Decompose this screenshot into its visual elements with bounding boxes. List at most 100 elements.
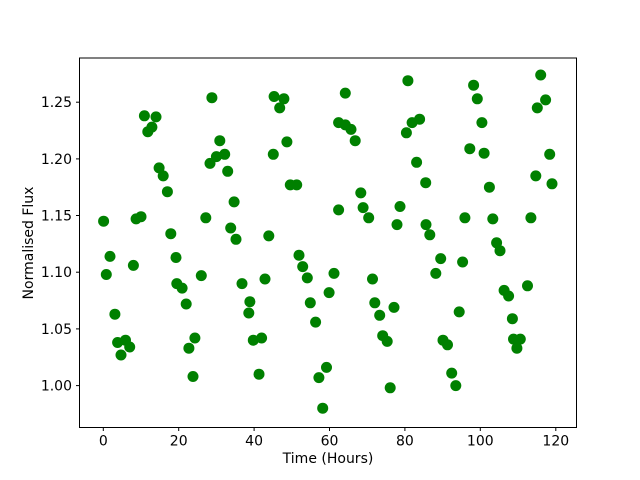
data-point [301, 272, 313, 284]
data-point [219, 148, 231, 160]
data-point [483, 181, 495, 193]
data-point [464, 143, 476, 155]
x-tick-label: 60 [321, 434, 339, 450]
data-point [355, 187, 367, 199]
data-point [411, 156, 423, 168]
data-point [274, 102, 286, 114]
data-point [222, 165, 234, 177]
data-point [402, 75, 414, 87]
data-point [367, 273, 378, 285]
data-point [313, 372, 325, 384]
data-point [459, 212, 471, 224]
data-point [511, 342, 523, 354]
data-point [424, 229, 436, 241]
data-point [170, 252, 182, 263]
data-point [267, 148, 279, 160]
data-point [230, 233, 242, 245]
y-tick-label: 1.20 [41, 152, 72, 168]
data-point [135, 211, 147, 223]
data-point [321, 361, 332, 373]
data-point [544, 148, 556, 160]
data-point [109, 308, 121, 320]
data-point [531, 102, 543, 114]
data-point [268, 91, 280, 102]
data-point [430, 267, 442, 279]
data-point [400, 127, 412, 139]
data-point [236, 278, 248, 290]
data-point [180, 298, 192, 310]
data-point [435, 253, 447, 265]
x-tick-label: 100 [467, 434, 494, 450]
y-axis-label: Normalised Flux [21, 187, 37, 300]
data-point [293, 249, 305, 261]
data-point [228, 196, 240, 208]
data-point [247, 334, 259, 346]
data-point [357, 202, 369, 214]
data-point [540, 94, 552, 106]
data-point [138, 110, 150, 122]
data-point [127, 259, 139, 271]
data-point [206, 92, 218, 104]
data-point [525, 212, 537, 224]
data-point [478, 147, 490, 159]
data-point [374, 309, 386, 321]
x-axis-label: Time (Hours) [282, 451, 374, 467]
data-point [506, 313, 518, 325]
data-point [349, 135, 361, 147]
data-point [189, 332, 201, 344]
data-point [414, 113, 426, 125]
data-point [388, 301, 400, 313]
data-point [476, 117, 488, 129]
data-point [161, 186, 173, 198]
x-tick-label: 20 [170, 434, 188, 450]
data-point [457, 256, 469, 268]
data-point [243, 307, 255, 319]
data-point [450, 380, 462, 392]
data-point [535, 69, 547, 81]
y-tick-label: 1.05 [41, 322, 72, 338]
data-point [183, 342, 195, 354]
data-point [339, 87, 351, 99]
data-point [225, 222, 237, 234]
data-point [446, 367, 458, 379]
data-point [291, 179, 303, 191]
data-point [278, 93, 290, 105]
data-point [471, 93, 483, 105]
data-point [384, 382, 396, 394]
data-point [98, 215, 110, 227]
data-point [187, 371, 199, 382]
data-point [503, 290, 515, 302]
data-point [530, 170, 542, 182]
data-point [328, 267, 340, 279]
data-point [363, 212, 375, 224]
data-point [259, 273, 271, 285]
data-point [317, 402, 329, 414]
data-point [146, 121, 158, 133]
data-point [468, 79, 480, 91]
data-point [256, 332, 268, 344]
data-point [115, 349, 127, 361]
data-point [546, 178, 558, 190]
data-point [487, 213, 499, 225]
data-point [323, 287, 335, 299]
data-point [253, 368, 265, 380]
data-point [522, 280, 533, 292]
data-point [100, 269, 112, 280]
data-point [442, 339, 453, 351]
axes-frame [79, 57, 577, 428]
data-point [200, 212, 212, 224]
data-point [304, 297, 316, 309]
data-point [381, 335, 393, 347]
data-point [210, 151, 222, 163]
y-tick-label: 1.15 [41, 209, 72, 225]
data-point [150, 111, 162, 123]
data-point [244, 296, 256, 308]
y-tick-label: 1.10 [41, 265, 72, 281]
data-point [494, 245, 506, 257]
data-point [124, 341, 136, 353]
data-point [391, 219, 403, 231]
data-point [104, 250, 116, 262]
data-point [420, 177, 432, 189]
data-point [297, 261, 309, 273]
